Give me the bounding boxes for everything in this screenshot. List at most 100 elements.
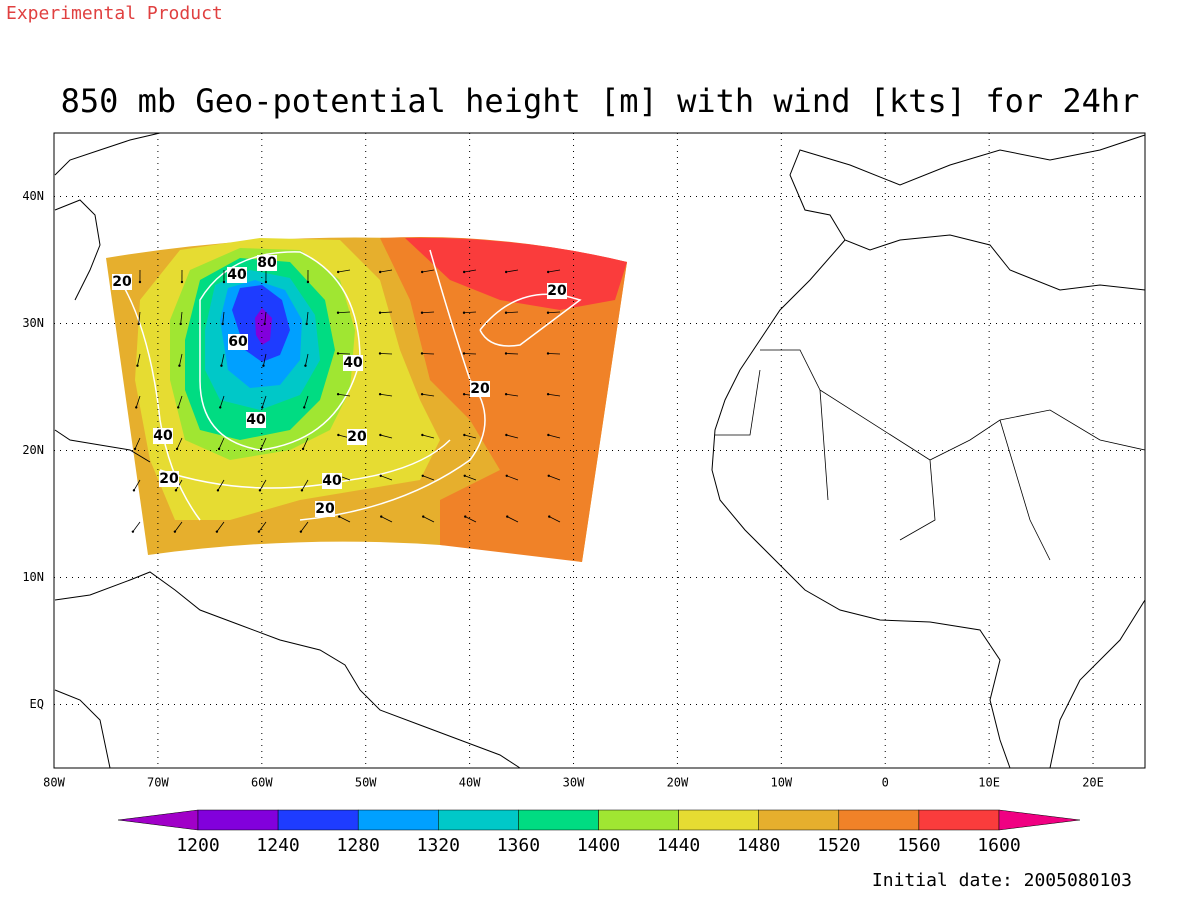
- colorbar-segment: [918, 809, 1000, 831]
- wind-arrow: [264, 311, 267, 324]
- borders: [715, 349, 1146, 561]
- wind-arrow: [422, 393, 435, 397]
- wind-arrow: [180, 311, 183, 324]
- colorbar: 1200 1240 1280 1320 1360 1400 1440 1480 1520 1560…: [117, 809, 1081, 856]
- contour-label-bg: [153, 428, 173, 444]
- colorbar-segment: [518, 809, 599, 831]
- wind-arrow-head: [174, 489, 178, 492]
- wind-arrow-head: [505, 474, 508, 477]
- wind-arrow-head: [463, 433, 466, 437]
- y-tick-label: 20N: [22, 443, 44, 457]
- wind-arrow: [380, 393, 393, 397]
- wind-arrow-head: [173, 530, 177, 533]
- wind-arrow: [339, 516, 351, 523]
- wind-arrow: [423, 516, 435, 523]
- contour-label-bg: [347, 429, 367, 445]
- x-tick-label: 80W: [43, 776, 65, 790]
- wind-arrow: [506, 269, 519, 273]
- wind-arrow: [138, 311, 141, 324]
- colorbar-label: 1440: [657, 835, 700, 856]
- map-title: 850 mb Geo-potential height [m] with win…: [61, 82, 1140, 120]
- wind-arrow-head: [548, 515, 551, 518]
- wind-arrow: [221, 353, 225, 366]
- wind-arrow-head: [379, 474, 382, 477]
- x-tick-label: 10W: [770, 776, 792, 790]
- colorbar-segment: [678, 809, 759, 831]
- wind-arrow: [174, 521, 183, 532]
- wind-arrow: [422, 434, 435, 439]
- wind-arrow-head: [304, 364, 307, 367]
- colorbar-label: 1560: [897, 835, 940, 856]
- contour-labels: 20 40 80 20 60 40 20 40 40 20 20 40 20: [112, 255, 567, 517]
- height-band: [255, 308, 272, 345]
- americas-coast: [54, 132, 521, 769]
- wind-arrow: [422, 269, 435, 273]
- wind-arrow: [505, 353, 519, 355]
- wind-arrow: [260, 437, 267, 450]
- contour-label: 20: [470, 381, 490, 397]
- wind-arrow: [259, 479, 267, 491]
- wind-arrow-head: [303, 406, 306, 409]
- wind-arrow-head: [222, 280, 226, 284]
- x-tick-label: 0: [882, 776, 889, 790]
- wind-arrow: [337, 311, 351, 314]
- wind-arrow: [301, 479, 309, 491]
- map-frame: [53, 132, 1146, 769]
- contour-label-bg: [315, 501, 335, 517]
- wind-arrow-head: [216, 489, 220, 492]
- wind-arrow-head: [506, 515, 509, 518]
- wind-arrow: [380, 434, 393, 439]
- wind-arrow: [133, 479, 141, 491]
- contour-label: 20: [159, 471, 179, 487]
- y-tick-label: 40N: [22, 189, 44, 203]
- wind-arrow: [261, 395, 267, 408]
- contour-label-bg: [228, 334, 248, 350]
- wind-arrow: [337, 353, 351, 355]
- contour-label: 80: [257, 255, 277, 271]
- wind-arrow-head: [420, 393, 424, 396]
- contour-label-bg: [470, 381, 490, 397]
- wind-arrow: [506, 393, 519, 397]
- wind-arrow-head: [463, 474, 466, 477]
- colorbar-label: 1200: [176, 835, 219, 856]
- wind-arrow: [381, 516, 393, 523]
- wind-arrow: [132, 521, 141, 532]
- contour-label: 20: [112, 274, 132, 290]
- y-tick-label: 30N: [22, 316, 44, 330]
- wind-arrow-head: [138, 280, 142, 284]
- wind-arrow: [217, 479, 225, 491]
- wind-arrow: [506, 475, 519, 481]
- contour-label-bg: [246, 412, 266, 428]
- wind-arrow: [505, 311, 519, 314]
- contour-label: 40: [246, 412, 266, 428]
- wind-arrow: [548, 475, 561, 481]
- wind-arrow-head: [306, 280, 310, 284]
- contour-label: 20: [547, 283, 567, 299]
- wind-arrow-head: [379, 433, 382, 437]
- wind-arrow-head: [380, 515, 383, 518]
- colorbar-label: 1400: [577, 835, 620, 856]
- wind-arrow-head: [462, 352, 466, 355]
- wind-contour: [159, 439, 451, 489]
- wind-arrow-head: [337, 433, 340, 437]
- height-field: [106, 237, 627, 562]
- wind-arrow-head: [378, 270, 382, 274]
- x-tick-label: 20W: [667, 776, 689, 790]
- wind-arrow: [463, 311, 477, 314]
- wind-arrow: [464, 475, 477, 481]
- wind-contour: [299, 249, 486, 521]
- wind-arrow: [263, 353, 267, 366]
- wind-arrow-head: [262, 364, 265, 367]
- wind-arrow: [338, 269, 351, 273]
- wind-arrow-head: [504, 352, 508, 355]
- wind-arrow-head: [135, 406, 138, 409]
- wind-arrow: [380, 475, 393, 481]
- colorbar-label: 1600: [977, 835, 1020, 856]
- contour-label: 40: [153, 428, 173, 444]
- grid: 80W 70W 60W 50W 40W 30W 20W 10W 0 10E 20E EQ 10N 20N 3…: [22, 133, 1145, 790]
- wind-arrow: [300, 521, 309, 532]
- wind-arrow-head: [546, 311, 550, 314]
- wind-arrow: [549, 516, 561, 523]
- wind-arrow: [421, 311, 435, 314]
- wind-arrow: [303, 395, 309, 408]
